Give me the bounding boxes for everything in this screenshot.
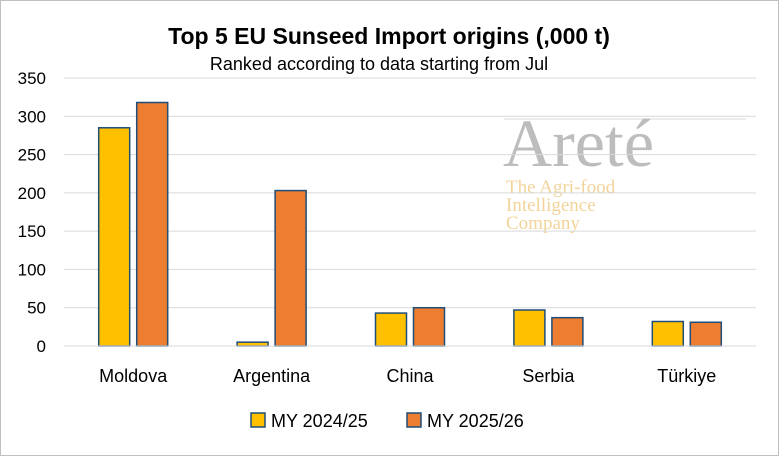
bar-türkiye-series-1: [651, 320, 685, 347]
watermark-tagline-2: Intelligence: [506, 195, 596, 216]
y-tick-label: 200: [18, 184, 46, 203]
bar-moldova-series-1: [97, 127, 131, 347]
watermark-logo-text: Areté: [503, 105, 654, 181]
legend-swatch: [250, 412, 266, 428]
bar-serbia-series-2: [551, 316, 584, 347]
x-tick-label: Moldova: [99, 366, 168, 386]
bar-argentina-series-2: [274, 189, 307, 347]
y-tick-label: 250: [18, 146, 46, 165]
x-tick-label: Serbia: [522, 366, 575, 386]
legend-label: MY 2025/26: [427, 411, 524, 431]
y-tick-label: 300: [18, 107, 46, 126]
bar-serbia-series-1: [513, 309, 546, 347]
legend: MY 2024/25 MY 2025/26: [250, 411, 524, 431]
bar-argentina-series-1: [236, 341, 269, 347]
watermark-logo: Areté The Agri-food Intelligence Company: [503, 105, 746, 234]
x-axis-labels: Moldova Argentina China Serbia Türkiye: [99, 366, 716, 386]
bar-moldova-series-2: [135, 101, 169, 347]
gridlines: [64, 77, 756, 309]
x-tick-label: China: [386, 366, 434, 386]
watermark-tagline-3: Company: [506, 213, 580, 234]
y-tick-label: 150: [18, 222, 46, 241]
bar-china-series-2: [412, 306, 446, 347]
bars: [97, 101, 723, 347]
chart-title: Top 5 EU Sunseed Import origins (,000 t): [168, 23, 610, 49]
x-tick-label: Argentina: [233, 366, 311, 386]
y-axis-ticks: 0 50 100 150 200 250 300 350: [18, 69, 46, 356]
bar-china-series-1: [374, 312, 408, 347]
x-tick-label: Türkiye: [657, 366, 716, 386]
y-tick-label: 100: [18, 260, 46, 279]
y-tick-label: 350: [18, 69, 46, 88]
y-tick-label: 0: [37, 337, 46, 356]
y-tick-label: 50: [27, 299, 46, 318]
chart-subtitle: Ranked according to data starting from J…: [210, 54, 548, 74]
legend-swatch: [406, 412, 422, 428]
bar-türkiye-series-2: [689, 321, 723, 347]
legend-label: MY 2024/25: [271, 411, 368, 431]
